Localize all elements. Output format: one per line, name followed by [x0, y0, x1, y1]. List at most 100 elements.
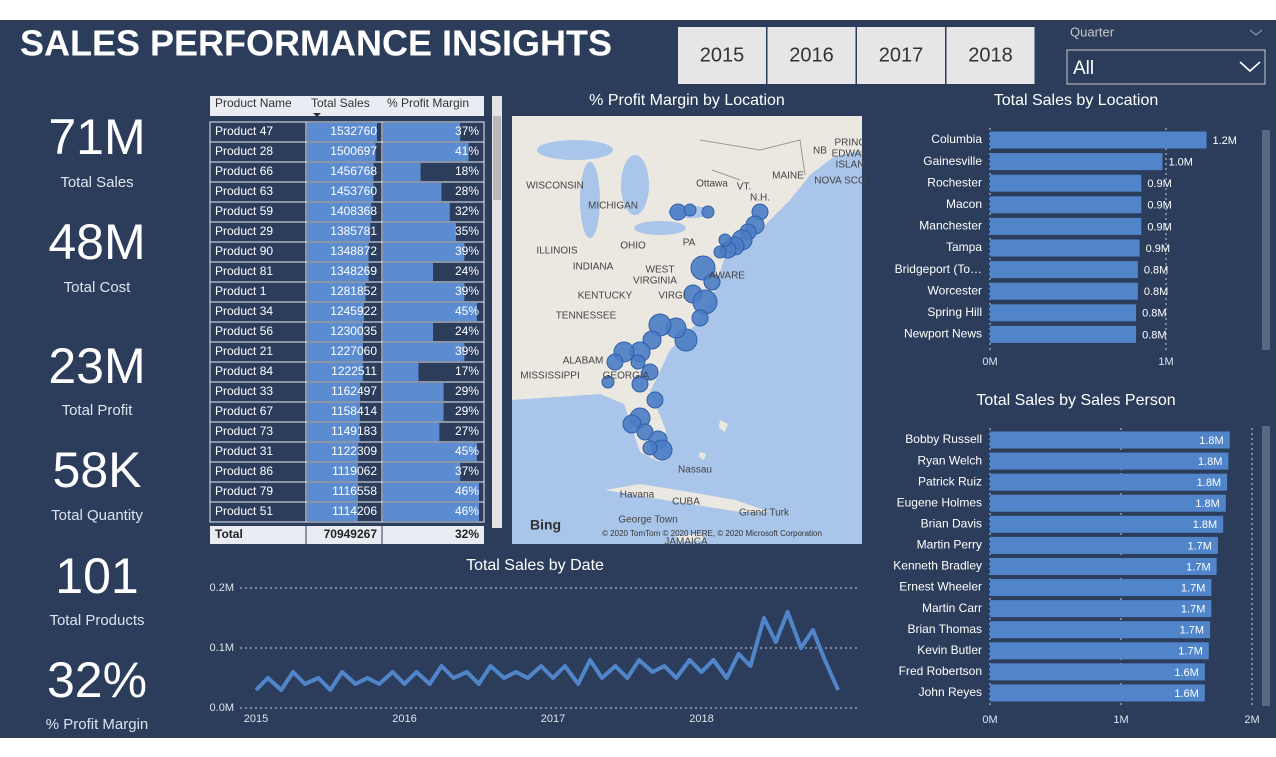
bar[interactable]	[990, 642, 1209, 660]
product-name: Product 90	[215, 244, 273, 258]
map-label: AWARE	[709, 271, 745, 282]
bar[interactable]	[990, 304, 1137, 322]
location-bubble[interactable]	[646, 391, 664, 409]
location-bubble[interactable]	[669, 203, 687, 221]
year-button[interactable]	[678, 27, 766, 84]
margin-cell: 28%	[455, 184, 479, 198]
location-bubble[interactable]	[630, 354, 646, 370]
location-bubble[interactable]	[622, 414, 642, 434]
column-header[interactable]: Product Name	[215, 96, 292, 110]
margin-cell: 46%	[455, 504, 479, 518]
x-tick-label: 0M	[982, 356, 997, 368]
year-button[interactable]	[946, 27, 1035, 84]
bar[interactable]	[990, 600, 1212, 618]
location-bubble[interactable]	[718, 233, 732, 247]
location-bubble[interactable]	[683, 203, 697, 217]
bar[interactable]	[990, 494, 1226, 512]
column-header[interactable]: Total Sales	[311, 96, 370, 110]
bar[interactable]	[990, 536, 1218, 554]
location-bubble[interactable]	[642, 440, 658, 456]
location-bubble[interactable]	[631, 375, 649, 393]
data-bar	[307, 223, 371, 241]
bar[interactable]	[990, 473, 1228, 491]
location-bubble[interactable]	[606, 353, 624, 371]
bar[interactable]	[990, 431, 1230, 449]
bar[interactable]	[990, 557, 1217, 575]
data-label: 1.6M	[1174, 688, 1198, 700]
x-tick-label: 1M	[1158, 356, 1173, 368]
chart-scrollbar[interactable]	[1262, 426, 1270, 706]
chart-scrollbar[interactable]	[1262, 130, 1270, 350]
kpi-label: Total Sales	[60, 174, 133, 191]
bar[interactable]	[990, 621, 1211, 639]
page-title: SALES PERFORMANCE INSIGHTS	[20, 23, 612, 64]
sales-cell: 1149183	[331, 424, 377, 438]
bar[interactable]	[990, 663, 1205, 681]
map-label: MICHIGAN	[588, 201, 638, 212]
margin-cell: 39%	[455, 284, 479, 298]
column-header[interactable]: % Profit Margin	[387, 96, 469, 110]
bar[interactable]	[990, 239, 1140, 257]
bar[interactable]	[990, 196, 1142, 214]
category-label: Worcester	[928, 283, 982, 297]
data-bar	[383, 163, 421, 181]
sales-cell: 1500697	[330, 144, 377, 158]
bar[interactable]	[990, 579, 1212, 597]
bar[interactable]	[990, 452, 1229, 470]
map-label: EDWAR	[832, 149, 869, 160]
data-bar	[383, 463, 461, 481]
product-name: Product 67	[215, 404, 273, 418]
map-logo: Bing	[530, 517, 561, 533]
lake	[621, 155, 649, 215]
location-bubble[interactable]	[701, 205, 715, 219]
data-label: 1.8M	[1197, 477, 1221, 489]
data-label: 1.2M	[1212, 135, 1236, 147]
table-scrollbar[interactable]	[492, 96, 502, 528]
category-label: Ryan Welch	[918, 453, 982, 467]
location-bubble[interactable]	[601, 375, 615, 389]
data-label: 1.8M	[1199, 435, 1223, 447]
slicer-collapse[interactable]	[1249, 29, 1263, 36]
margin-cell: 41%	[455, 144, 479, 158]
bar[interactable]	[990, 174, 1142, 192]
data-bar	[383, 223, 457, 241]
x-tick-label: 2018	[689, 713, 713, 725]
data-bar	[307, 343, 364, 361]
product-name: Product 28	[215, 144, 273, 158]
bar[interactable]	[990, 684, 1205, 702]
bar[interactable]	[990, 131, 1207, 149]
dropdown-value: All	[1073, 58, 1094, 79]
margin-cell: 35%	[455, 224, 479, 238]
scroll-thumb[interactable]	[493, 116, 501, 200]
bar[interactable]	[990, 282, 1138, 300]
dropdown[interactable]	[1066, 49, 1266, 85]
location-bubble[interactable]	[642, 330, 662, 350]
data-bar	[307, 363, 363, 381]
data-bar	[307, 483, 358, 501]
margin-cell: 39%	[455, 244, 479, 258]
product-name: Product 33	[215, 384, 273, 398]
kpi-value: 32%	[47, 652, 147, 708]
data-label: 0.8M	[1142, 329, 1166, 341]
x-tick-label: 2M	[1244, 714, 1259, 726]
bar[interactable]	[990, 261, 1138, 279]
location-bubble[interactable]	[690, 255, 716, 281]
category-label: Bobby Russell	[905, 432, 982, 446]
data-bar	[307, 423, 360, 441]
location-bubble[interactable]	[691, 309, 709, 327]
bar[interactable]	[990, 153, 1163, 171]
year-button[interactable]	[857, 27, 945, 84]
margin-cell: 24%	[455, 324, 479, 338]
bar[interactable]	[990, 217, 1142, 235]
map[interactable]: WISCONSIN MICHIGAN Ottawa MAINE VT.N.H. NB PRI…	[512, 116, 868, 548]
dropdown-chevron	[1239, 61, 1261, 73]
location-bubble[interactable]	[641, 363, 659, 381]
location-bubble[interactable]	[703, 273, 721, 291]
year-button[interactable]	[767, 27, 856, 84]
bar[interactable]	[990, 515, 1224, 533]
bar[interactable]	[990, 325, 1137, 343]
lake	[580, 162, 600, 238]
location-bubble[interactable]	[713, 245, 727, 259]
sales-cell: 1408368	[330, 204, 377, 218]
